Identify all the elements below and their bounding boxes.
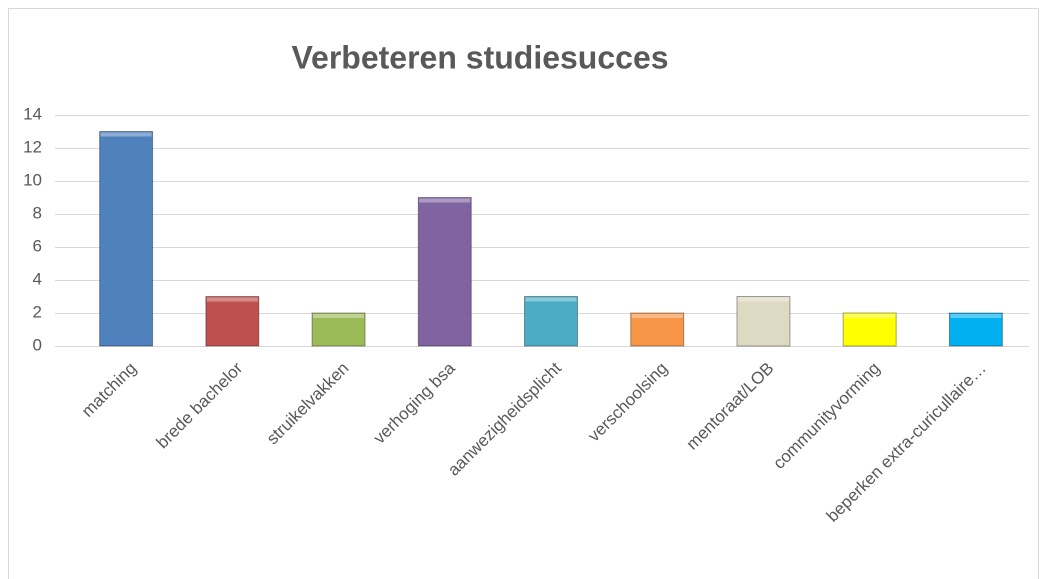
bar	[842, 312, 897, 347]
bar	[524, 296, 578, 347]
bar-bevel	[525, 297, 577, 302]
bar	[205, 296, 260, 347]
bar-bevel	[313, 314, 365, 318]
bar-bevel	[950, 314, 1002, 318]
bar-bevel	[631, 314, 683, 318]
bar-bevel	[206, 297, 258, 302]
bar	[417, 197, 472, 347]
y-tick-label: 2	[33, 302, 42, 321]
bar-bevel	[844, 314, 896, 318]
chart-border	[8, 8, 1039, 579]
bar-bevel	[100, 132, 152, 137]
y-tick-label: 14	[23, 104, 42, 123]
bar	[948, 312, 1003, 347]
y-tick-label: 6	[33, 236, 42, 255]
y-tick-label: 0	[33, 335, 42, 354]
bar-bevel	[419, 198, 471, 203]
bar	[99, 131, 154, 347]
bar	[630, 312, 685, 347]
bar-bevel	[737, 297, 789, 302]
bar	[736, 296, 791, 347]
chart-title: Verbeteren studiesucces	[291, 39, 668, 75]
y-tick-label: 12	[23, 137, 42, 156]
y-tick-label: 10	[23, 170, 42, 189]
bar	[311, 312, 366, 347]
y-tick-label: 4	[33, 269, 42, 288]
y-tick-label: 8	[33, 203, 42, 222]
